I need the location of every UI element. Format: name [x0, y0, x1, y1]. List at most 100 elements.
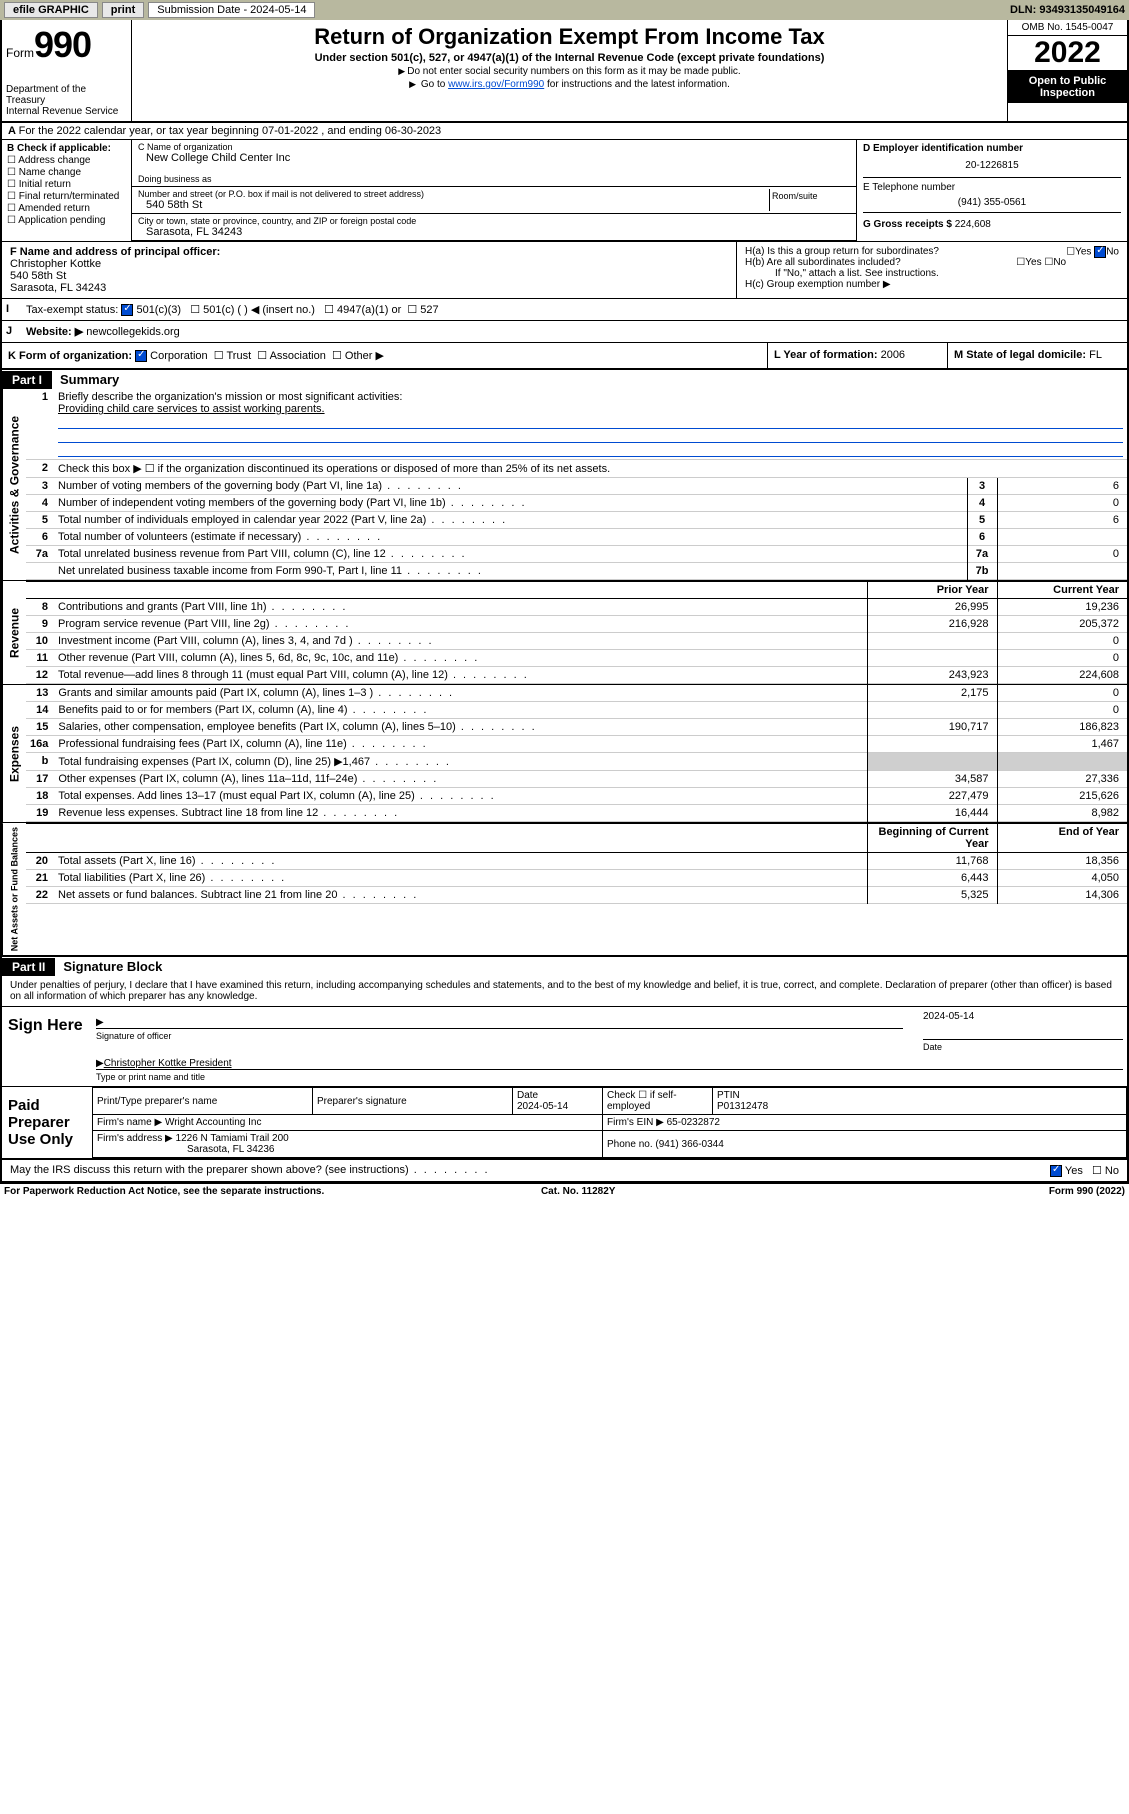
- dba-label: Doing business as: [138, 174, 850, 184]
- cb-amended[interactable]: ☐ Amended return: [7, 203, 126, 214]
- omb-number: OMB No. 1545-0047: [1008, 20, 1127, 36]
- addr-label: Number and street (or P.O. box if mail i…: [138, 189, 769, 199]
- h-a: H(a) Is this a group return for subordin…: [745, 246, 1119, 257]
- signature-area: Sign Here ▶ Signature of officer 2024-05…: [0, 1007, 1129, 1160]
- part1-header: Part I Summary: [0, 370, 1129, 389]
- sig-officer-label: Signature of officer: [96, 1031, 903, 1041]
- discuss-yes: [1050, 1165, 1062, 1177]
- data-row: 21Total liabilities (Part X, line 26)6,4…: [26, 870, 1127, 887]
- data-row: 16aProfessional fundraising fees (Part I…: [26, 736, 1127, 753]
- officer-label: F Name and address of principal officer:: [10, 246, 220, 258]
- data-row: 20Total assets (Part X, line 16)11,76818…: [26, 853, 1127, 870]
- data-row: 17Other expenses (Part IX, column (A), l…: [26, 771, 1127, 788]
- section-b-label: B Check if applicable:: [7, 143, 111, 154]
- identity-block: B Check if applicable: ☐ Address change …: [0, 140, 1129, 241]
- col-prior: Prior Year: [867, 582, 997, 599]
- dln: DLN: 93493135049164: [1010, 4, 1125, 16]
- section-d: D Employer identification number 20-1226…: [857, 140, 1127, 241]
- data-row: 19Revenue less expenses. Subtract line 1…: [26, 805, 1127, 822]
- efile-label: efile GRAPHIC: [4, 2, 98, 18]
- col-begin: Beginning of Current Year: [867, 824, 997, 853]
- firm-name: Wright Accounting Inc: [165, 1117, 262, 1128]
- gross-receipts: 224,608: [955, 219, 991, 230]
- prep-sig-label: Preparer's signature: [313, 1088, 513, 1115]
- gov-row: 6Total number of volunteers (estimate if…: [26, 529, 1127, 546]
- officer-addr: 540 58th St: [10, 270, 66, 282]
- gov-row: 5Total number of individuals employed in…: [26, 512, 1127, 529]
- phone: (941) 355-0561: [863, 193, 1121, 212]
- ein: 20-1226815: [863, 154, 1121, 177]
- col-current: Current Year: [997, 582, 1127, 599]
- cb-name-change[interactable]: ☐ Name change: [7, 167, 126, 178]
- prep-date: 2024-05-14: [517, 1101, 568, 1112]
- h-b: H(b) Are all subordinates included? ☐Yes…: [745, 257, 1119, 268]
- firm-addr: 1226 N Tamiami Trail 200: [176, 1133, 289, 1144]
- cb-final-return[interactable]: ☐ Final return/terminated: [7, 191, 126, 202]
- sig-date: 2024-05-14: [923, 1011, 1123, 1022]
- line2: Check this box ▶ ☐ if the organization d…: [54, 460, 1127, 478]
- tax-status-label: Tax-exempt status:: [26, 304, 118, 316]
- cb-address-change[interactable]: ☐ Address change: [7, 155, 126, 166]
- section-c: C Name of organization New College Child…: [132, 140, 857, 241]
- officer-sig-line[interactable]: ▶: [96, 1013, 903, 1029]
- street-address: 540 58th St: [138, 199, 769, 211]
- part1-label: Part I: [2, 371, 52, 389]
- note-link: Go to www.irs.gov/Form990 for instructio…: [140, 79, 999, 90]
- gov-row: Net unrelated business taxable income fr…: [26, 563, 1127, 580]
- declaration: Under penalties of perjury, I declare th…: [0, 976, 1129, 1007]
- part1-title: Summary: [52, 370, 127, 389]
- website-label: Website: ▶: [26, 326, 83, 338]
- city-label: City or town, state or province, country…: [138, 216, 850, 226]
- preparer-table: Print/Type preparer's name Preparer's si…: [92, 1087, 1127, 1158]
- paid-preparer: Paid Preparer Use Only: [2, 1087, 92, 1158]
- form-header: Form990 Department of the Treasury Inter…: [0, 20, 1129, 123]
- irs-link[interactable]: www.irs.gov/Form990: [448, 79, 544, 90]
- data-row: 18Total expenses. Add lines 13–17 (must …: [26, 788, 1127, 805]
- data-row: 14Benefits paid to or for members (Part …: [26, 702, 1127, 719]
- sign-here: Sign Here: [2, 1007, 92, 1086]
- cb-initial-return[interactable]: ☐ Initial return: [7, 179, 126, 190]
- form-number: Form990: [6, 24, 127, 66]
- period-row: A For the 2022 calendar year, or tax yea…: [0, 123, 1129, 140]
- governance-section: Activities & Governance 1 Briefly descri…: [0, 389, 1129, 581]
- discuss-row: May the IRS discuss this return with the…: [0, 1160, 1129, 1183]
- form-label: Form: [6, 46, 34, 60]
- tax-year: 2022: [1008, 36, 1127, 71]
- org-name: New College Child Center Inc: [138, 152, 850, 164]
- data-row: 13Grants and similar amounts paid (Part …: [26, 685, 1127, 702]
- officer-name: Christopher Kottke: [10, 258, 101, 270]
- website: newcollegekids.org: [86, 326, 180, 338]
- domicile-label: M State of legal domicile:: [954, 349, 1086, 361]
- goto-pre: Go to: [421, 79, 448, 90]
- side-governance: Activities & Governance: [2, 389, 26, 580]
- side-netassets: Net Assets or Fund Balances: [2, 823, 26, 955]
- gov-row: 3Number of voting members of the governi…: [26, 478, 1127, 495]
- gov-row: 7aTotal unrelated business revenue from …: [26, 546, 1127, 563]
- cb-corporation: [135, 350, 147, 362]
- department: Department of the Treasury Internal Reve…: [6, 84, 127, 117]
- gross-label: G Gross receipts $: [863, 219, 952, 230]
- note-ssn: Do not enter social security numbers on …: [140, 66, 999, 77]
- cb-501c3: [121, 304, 133, 316]
- prep-name-label: Print/Type preparer's name: [93, 1088, 313, 1115]
- side-revenue: Revenue: [2, 581, 26, 684]
- period-text: For the 2022 calendar year, or tax year …: [19, 125, 442, 137]
- form-org-label: K Form of organization:: [8, 350, 132, 362]
- cb-pending[interactable]: ☐ Application pending: [7, 215, 126, 226]
- tax-status-row: I Tax-exempt status: 501(c)(3) ☐ 501(c) …: [0, 299, 1129, 321]
- domicile: FL: [1089, 349, 1102, 361]
- form-subtitle: Under section 501(c), 527, or 4947(a)(1)…: [140, 52, 999, 64]
- footer-left: For Paperwork Reduction Act Notice, see …: [4, 1186, 324, 1197]
- firm-phone: (941) 366-0344: [655, 1139, 723, 1150]
- revenue-section: Revenue Prior YearCurrent Year 8Contribu…: [0, 581, 1129, 685]
- form-990: 990: [34, 24, 91, 65]
- form-title: Return of Organization Exempt From Incom…: [140, 24, 999, 50]
- expenses-section: Expenses 13Grants and similar amounts pa…: [0, 685, 1129, 823]
- form-org-row: K Form of organization: Corporation ☐ Tr…: [0, 343, 1129, 370]
- year-formation: 2006: [881, 349, 905, 361]
- print-button[interactable]: print: [102, 2, 144, 18]
- goto-post: for instructions and the latest informat…: [544, 79, 730, 90]
- sig-date-label: Date: [923, 1042, 1123, 1052]
- self-employed-check[interactable]: Check ☐ if self-employed: [603, 1088, 713, 1115]
- footer: For Paperwork Reduction Act Notice, see …: [0, 1183, 1129, 1199]
